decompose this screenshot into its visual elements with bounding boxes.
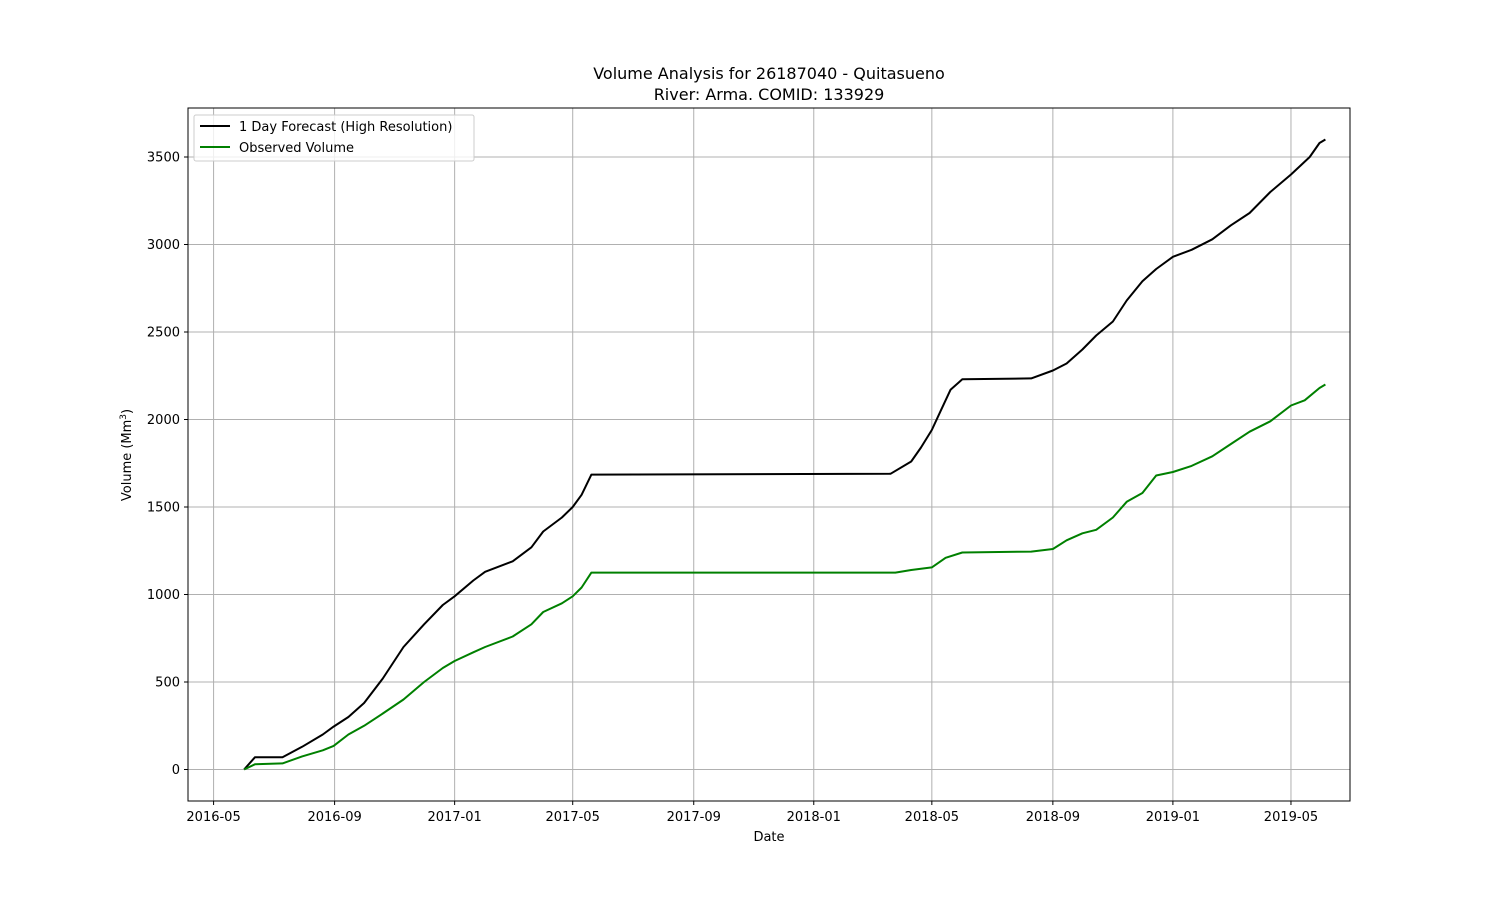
x-axis-label: Date <box>753 830 784 845</box>
x-tick-label-4: 2017-09 <box>667 810 721 825</box>
y-tick-label-3: 1500 <box>147 501 180 516</box>
y-tick-label-1: 500 <box>155 676 180 691</box>
y-axis-label-main: Volume (Mm <box>120 420 135 501</box>
legend-label-forecast: 1 Day Forecast (High Resolution) <box>239 120 452 135</box>
y-axis-label-superscript: 3 <box>119 414 129 420</box>
y-tick-label-5: 2500 <box>147 326 180 341</box>
x-tick-label-6: 2018-05 <box>905 810 959 825</box>
y-axis-label-end: ) <box>120 409 135 414</box>
y-axis-label: Volume (Mm3) <box>119 409 135 501</box>
y-tick-label-6: 3000 <box>147 238 180 253</box>
chart-title: Volume Analysis for 26187040 - Quitasuen… <box>593 64 945 83</box>
plot-frame <box>187 107 1351 802</box>
y-tick-label-4: 2000 <box>147 413 180 428</box>
legend-box <box>193 114 475 162</box>
tick-layer: 2016-05 2016-09 2017-01 2017-05 2017-09 2018-… <box>147 151 1318 826</box>
legend-label-observed: Observed Volume <box>239 141 354 156</box>
x-tick-label-7: 2018-09 <box>1026 810 1080 825</box>
x-tick-label-3: 2017-05 <box>546 810 600 825</box>
legend: 1 Day Forecast (High Resolution) Observe… <box>193 114 475 162</box>
x-tick-label-1: 2016-09 <box>307 810 361 825</box>
x-tick-label-0: 2016-05 <box>186 810 240 825</box>
y-tick-label-2: 1000 <box>147 588 180 603</box>
x-tick-label-2: 2017-01 <box>427 810 481 825</box>
series-line-observed <box>243 383 1326 771</box>
grid-layer <box>188 108 1350 801</box>
y-tick-label-7: 3500 <box>147 151 180 166</box>
y-tick-label-0: 0 <box>172 763 180 778</box>
series-line-forecast <box>243 138 1326 771</box>
series-layer <box>243 138 1326 771</box>
x-tick-label-9: 2019-05 <box>1264 810 1318 825</box>
chart-subtitle: River: Arma. COMID: 133929 <box>654 85 885 104</box>
x-tick-label-5: 2018-01 <box>787 810 841 825</box>
x-tick-label-8: 2019-01 <box>1146 810 1200 825</box>
